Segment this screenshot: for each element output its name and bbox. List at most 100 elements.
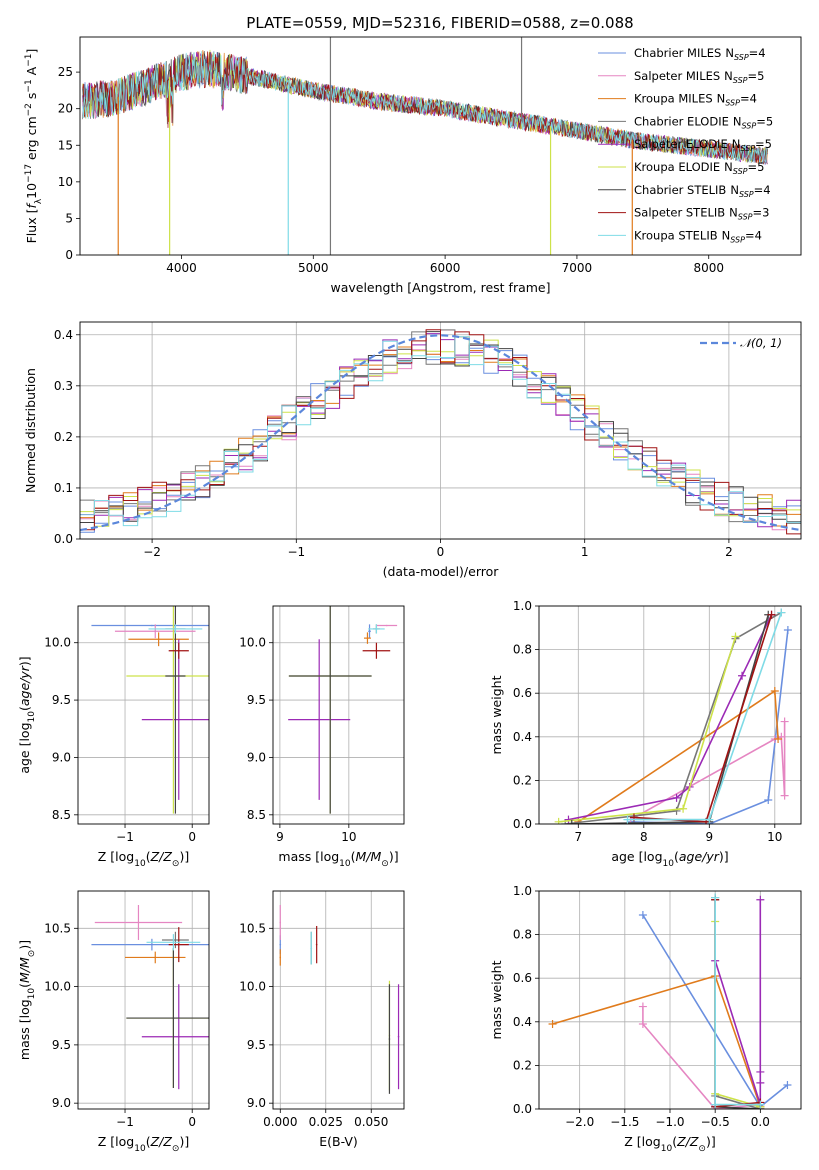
weight-line-chabrier-stelib: [714, 899, 761, 1109]
label-part: Flux [: [24, 209, 39, 244]
legend-label: Chabrier MILES NSSP=4: [634, 46, 766, 62]
label-part: )]: [179, 1134, 189, 1149]
y-tick-label: 0.2: [513, 1058, 532, 1072]
errorbar-center: [279, 921, 282, 924]
label-part: )]: [179, 849, 189, 864]
legend-nssp-value: =5: [756, 114, 773, 128]
label-part: M/M: [356, 849, 382, 864]
x-tick-label: 0.0: [751, 1115, 770, 1129]
x-tick-label: 9: [705, 830, 713, 844]
label-part: M/M: [17, 957, 32, 983]
x-axis-label: wavelength [Angstrom, rest frame]: [330, 280, 550, 295]
legend-name: Kroupa MILES: [634, 92, 713, 106]
y-tick-label: 1.0: [513, 884, 532, 898]
errorbar-center: [151, 943, 153, 946]
x-tick-label: 8: [640, 830, 648, 844]
x-axis-label: age [log10(age/yr)]: [611, 849, 728, 869]
x-tick-label: −2.0: [565, 1115, 594, 1129]
x-axis-label: E(B-V): [319, 1134, 358, 1149]
label-part: )]: [17, 656, 32, 666]
y-tick-label: 0.0: [54, 532, 73, 546]
label-part: 10: [339, 859, 351, 869]
errorbar-center: [154, 956, 157, 959]
label-part: 10: [134, 1144, 146, 1154]
x-tick-label: −2: [143, 545, 161, 559]
label-part: ⊙: [381, 859, 389, 869]
weight-marker: [738, 671, 747, 680]
x-tick-label: 7: [574, 830, 582, 844]
label-part: (: [672, 1134, 677, 1149]
weight-line-salpeter-stelib: [633, 614, 773, 823]
weight-marker: [638, 1002, 647, 1011]
label-part: Z/Z: [150, 1134, 173, 1149]
label-part: age/yr: [679, 849, 720, 864]
axes-frame: [272, 890, 405, 1110]
legend-nssp-sub: SSP: [734, 53, 749, 62]
normal-pdf-curve: [80, 334, 801, 532]
label-part: (: [351, 849, 356, 864]
y-tick-label: 1.0: [513, 599, 532, 613]
weight-marker: [777, 608, 786, 617]
legend-nssp-sub: SSP: [733, 167, 748, 176]
errorbar-center: [137, 921, 140, 924]
plot-area: [80, 329, 801, 535]
errorbar-center: [174, 939, 177, 941]
legend-nssp-value: =5: [755, 137, 772, 151]
chart-age_vs_Z: −1 08.59.09.510.0Z [log10(Z/Z⊙)]age [log1…: [17, 605, 210, 869]
x-tick-label: 4000: [166, 261, 197, 275]
errorbar-center: [172, 941, 175, 944]
errorbar-center: [177, 718, 180, 721]
label-part: Z [log: [624, 1134, 660, 1149]
legend-nssp: N: [724, 69, 733, 83]
label-part: )]: [389, 849, 399, 864]
weight-marker: [711, 1100, 720, 1109]
errorbar-center: [318, 718, 320, 721]
y-tick-label: 10.0: [239, 980, 266, 994]
label-part: (: [17, 706, 32, 711]
y-tick-label: 0.8: [513, 928, 532, 942]
label-part: A: [24, 66, 39, 79]
x-axis-label: (data-model)/error: [383, 564, 500, 579]
plot-area: [91, 606, 209, 814]
legend-name: Salpeter STELIB: [634, 206, 725, 220]
y-tick-label: 0.6: [513, 971, 532, 985]
weight-marker: [756, 1078, 765, 1087]
legend-nssp: N: [725, 46, 734, 60]
legend-nssp-value: =5: [747, 160, 764, 174]
y-axis-label: age [log10(age/yr)]: [17, 656, 37, 773]
label-part: 10: [27, 988, 37, 1000]
errorbar-center: [174, 675, 177, 677]
weight-line-salpeter-elodie: [568, 614, 773, 821]
label-part: )]: [706, 1134, 716, 1149]
label-part: mass weight: [489, 960, 504, 1039]
label-part: wavelength [Angstrom, rest frame]: [330, 280, 550, 295]
y-tick-label: 20: [58, 102, 73, 116]
x-tick-label: −1: [116, 1115, 134, 1129]
label-part: age/yr: [17, 665, 32, 706]
weight-marker: [638, 1019, 647, 1028]
chart-residuals: −2 −1 0 1 2 0.0 0.1 0.2 0.3 0.4 𝒩(0, 1) (data-model…: [23, 321, 802, 579]
weight-marker: [767, 610, 776, 619]
label-part: ]: [24, 49, 39, 54]
label-part: erg cm: [24, 116, 39, 164]
weight-line-salpeter-miles: [642, 1006, 761, 1109]
errorbar-center: [279, 943, 282, 946]
weight-marker: [780, 791, 789, 800]
axes-frame: [538, 890, 802, 1110]
axes-frame: [272, 605, 405, 825]
label-part: (: [674, 849, 679, 864]
errorbar-center: [174, 628, 177, 630]
y-tick-label: 15: [58, 138, 73, 152]
x-tick-label: 8000: [693, 261, 724, 275]
legend-nssp-value: =4: [740, 92, 757, 106]
x-tick-label: 7000: [562, 261, 593, 275]
plot-area: [82, 37, 768, 255]
y-tick-label: 0.4: [513, 730, 532, 744]
legend-nssp-value: =4: [749, 46, 766, 60]
y-tick-label: 9.0: [247, 750, 266, 764]
x-tick-label: 6000: [430, 261, 461, 275]
y-tick-label: 0.6: [513, 686, 532, 700]
label-part: mass weight: [489, 675, 504, 754]
weight-line-kroupa-elodie: [714, 921, 761, 1108]
